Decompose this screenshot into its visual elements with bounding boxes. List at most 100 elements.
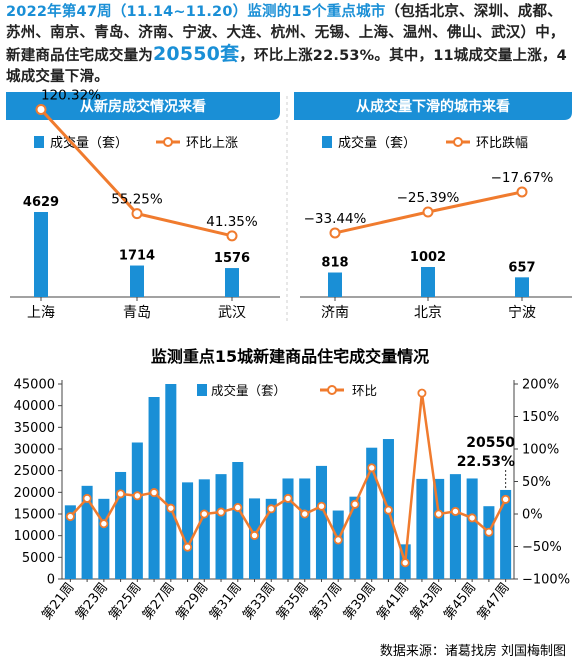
change-point	[65, 512, 75, 522]
p2-bar-value-label: 1002	[410, 250, 446, 265]
x-tick-label: 第27周	[140, 580, 178, 623]
volume-bar	[349, 496, 361, 579]
change-point	[316, 501, 326, 511]
callout-volume: 20550	[466, 435, 515, 451]
change-point	[216, 507, 226, 517]
p2-category-label: 北京	[414, 305, 442, 321]
panel1-legend-bar-label: 成交量（套）	[50, 135, 128, 151]
change-point	[116, 489, 126, 499]
p1-bar	[225, 268, 239, 297]
x-tick-label: 第37周	[307, 580, 345, 623]
change-point	[132, 491, 142, 501]
source-note: 数据来源：诸葛找房 刘国梅制图	[380, 643, 566, 659]
change-point	[367, 463, 377, 473]
y-tick-label: 35000	[14, 421, 55, 436]
y2-tick-label: 0%	[522, 508, 543, 523]
change-point	[99, 519, 109, 529]
headline-lead: 2022年第47周（11.14~11.20）监测的15个重点城市	[6, 4, 386, 20]
y-tick-label: 0	[47, 573, 55, 588]
p1-bar	[130, 265, 144, 297]
change-point	[149, 488, 159, 498]
y2-tick-label: −50%	[522, 540, 562, 555]
panel1-title: 从新房成交情况来看	[80, 98, 206, 115]
p2-category-label: 济南	[321, 305, 349, 321]
change-point	[450, 506, 460, 516]
change-point	[467, 513, 477, 523]
change-point	[199, 509, 209, 519]
change-point	[300, 509, 310, 519]
panel2-title: 从成交量下滑的城市来看	[356, 98, 510, 115]
volume-bar	[315, 465, 328, 579]
main-legend-line-label: 环比	[352, 383, 377, 398]
y2-tick-label: 100%	[522, 443, 559, 458]
volume-bar	[148, 397, 160, 579]
volume-bar	[416, 478, 428, 579]
y2-tick-label: 150%	[522, 410, 559, 425]
p2-bar	[421, 267, 435, 297]
volume-bar	[299, 478, 311, 579]
change-point	[484, 527, 494, 537]
change-point	[501, 494, 511, 504]
x-tick-label: 第23周	[73, 580, 111, 623]
y-tick-label: 40000	[14, 399, 55, 414]
change-point	[250, 530, 260, 540]
x-tick-label: 第39周	[341, 580, 379, 623]
p1-bar-value-label: 4629	[23, 195, 59, 210]
main-legend-line-marker	[327, 385, 337, 395]
volume-bar	[449, 474, 461, 579]
change-point	[417, 388, 427, 398]
volume-bar	[265, 498, 277, 579]
volume-bar	[433, 478, 445, 579]
p2-bar-value-label: 657	[508, 260, 535, 275]
volume-bar	[500, 489, 512, 579]
p1-bar-value-label: 1576	[214, 251, 250, 266]
volume-bar	[282, 478, 294, 579]
p2-category-label: 宁波	[508, 304, 536, 321]
y-tick-label: 10000	[14, 529, 55, 544]
change-point	[183, 542, 193, 552]
y2-tick-label: 50%	[522, 475, 551, 490]
change-point	[333, 535, 343, 545]
main-legend-bar-swatch	[197, 384, 207, 396]
volume-bar	[232, 462, 244, 579]
p2-line-point	[516, 186, 528, 198]
change-point	[383, 505, 393, 515]
y-tick-label: 5000	[22, 551, 55, 566]
x-tick-label: 第29周	[173, 580, 211, 623]
p2-line-value-label: −25.39%	[397, 190, 460, 206]
main-chart-title: 监测重点15城新建商品住宅成交量情况	[151, 347, 429, 366]
volume-bar	[115, 471, 127, 579]
volume-bar	[366, 447, 378, 579]
p2-bar-value-label: 818	[321, 256, 348, 271]
change-point	[82, 493, 92, 503]
change-point	[283, 493, 293, 503]
p2-bar	[328, 272, 342, 297]
x-tick-label: 第21周	[40, 580, 78, 623]
callout-change: 22.53%	[457, 454, 515, 470]
x-tick-label: 第47周	[475, 580, 513, 623]
change-point	[350, 499, 360, 509]
panel2-legend-bar-label: 成交量（套）	[338, 135, 416, 151]
change-point	[233, 502, 243, 512]
headline-cities: （包括北京、深圳、成都、苏州、南京、青岛、济南、宁波、大连、杭州、无锡、上海、温…	[6, 4, 565, 64]
volume-bar	[98, 498, 110, 579]
y2-tick-label: −100%	[522, 573, 570, 588]
headline: 2022年第47周（11.14~11.20）监测的15个重点城市（包括北京、深圳…	[6, 2, 574, 88]
panel2-legend-line-marker	[453, 137, 463, 147]
p1-line-value-label: 41.35%	[206, 214, 258, 230]
x-tick-label: 第31周	[207, 580, 245, 623]
volume-bar	[165, 384, 177, 579]
volume-bar	[466, 478, 478, 579]
p1-line-value-label: 120.32%	[41, 87, 101, 103]
panel1-legend-bar-swatch	[34, 136, 44, 148]
x-tick-label: 第45周	[441, 580, 479, 623]
p1-bar-value-label: 1714	[119, 249, 155, 264]
panel2-header-bar	[294, 92, 572, 120]
panel2-plot: 818 济南 1002 北京 657 宁波 −33.44% −25.39% −17.67%	[300, 170, 572, 321]
x-tick-label: 第43周	[408, 580, 446, 623]
y-tick-label: 45000	[14, 378, 55, 393]
main-plot: 0 5000 10000 15000 20000 25000 30000 35000 40000…	[14, 378, 570, 623]
main-legend-bar-label: 成交量（套）	[211, 383, 286, 398]
p2-line-value-label: −17.67%	[491, 170, 554, 186]
